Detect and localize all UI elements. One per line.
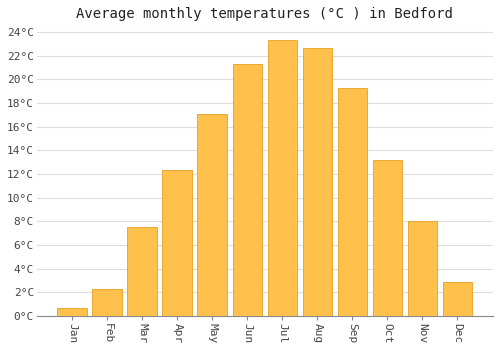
Bar — [92, 289, 122, 316]
Bar — [198, 114, 228, 316]
Bar — [162, 170, 192, 316]
Bar — [302, 48, 332, 316]
Bar — [442, 282, 472, 316]
Bar — [58, 308, 87, 316]
Bar — [372, 160, 402, 316]
Title: Average monthly temperatures (°C ) in Bedford: Average monthly temperatures (°C ) in Be… — [76, 7, 454, 21]
Bar — [408, 221, 438, 316]
Bar — [338, 88, 368, 316]
Bar — [128, 227, 157, 316]
Bar — [232, 64, 262, 316]
Bar — [268, 41, 298, 316]
